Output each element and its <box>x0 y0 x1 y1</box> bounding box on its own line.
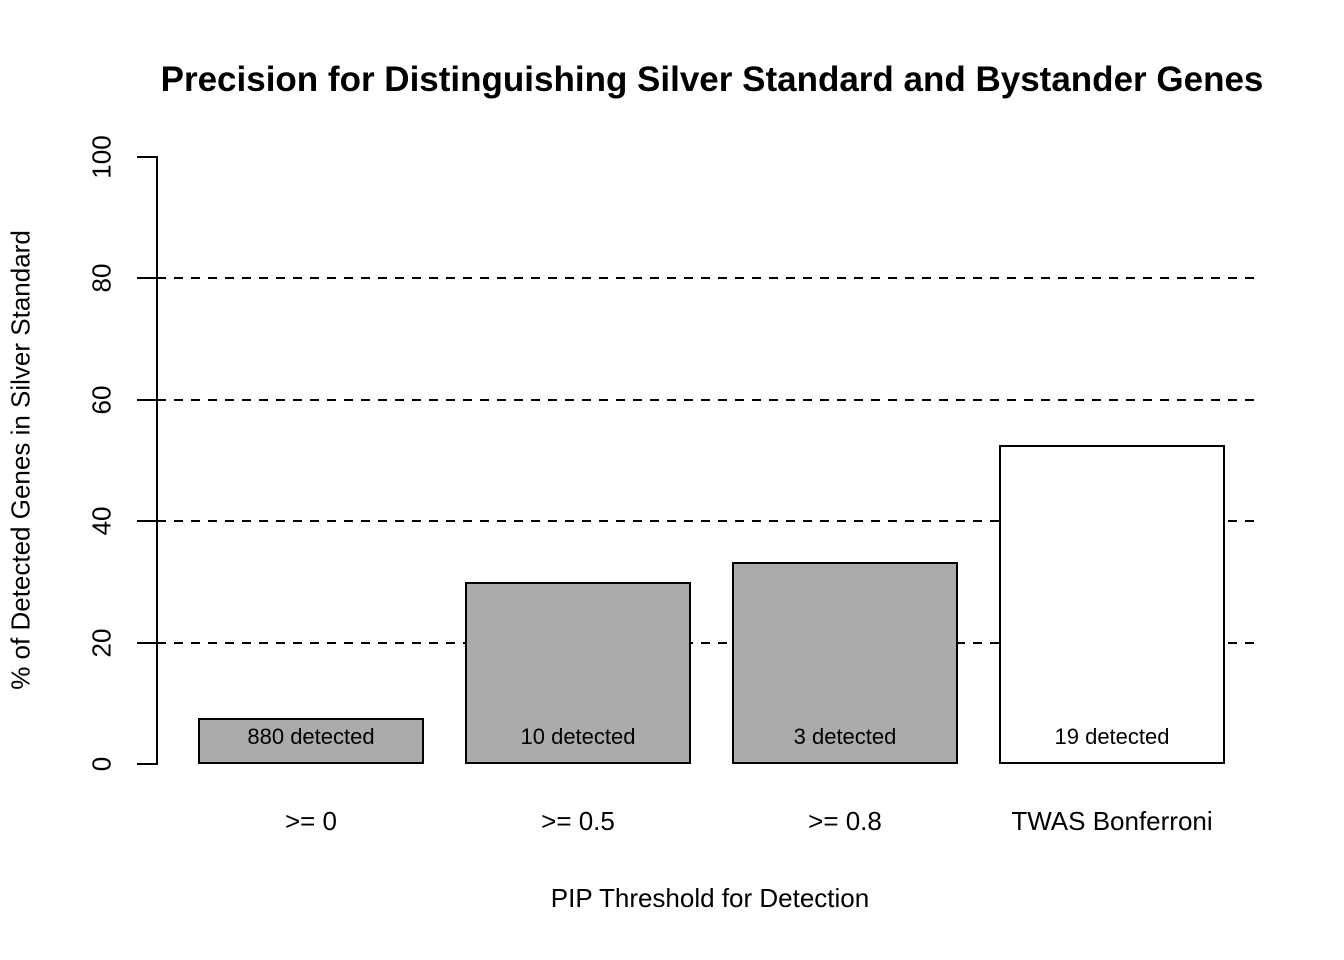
y-tick-label-0: 0 <box>86 756 117 772</box>
chart-title: Precision for Distinguishing Silver Stan… <box>160 60 1264 99</box>
y-axis-label: % of Detected Genes in Silver Standard <box>5 230 36 690</box>
y-tick-0 <box>137 763 157 765</box>
bar-count-label-1: 880 detected <box>247 724 375 749</box>
y-tick-label-80: 80 <box>86 263 117 293</box>
y-tick-40 <box>137 520 157 523</box>
bar-count-label-3: 3 detected <box>793 724 897 749</box>
bar-4 <box>999 444 1225 764</box>
bar-count-label-4: 19 detected <box>1054 724 1170 749</box>
gridline-20 <box>157 641 1262 644</box>
category-label-2: >= 0.5 <box>541 806 615 836</box>
gridline-60 <box>157 398 1262 401</box>
y-tick-label-40: 40 <box>86 506 117 536</box>
category-label-3: >= 0.8 <box>808 806 882 836</box>
y-tick-label-60: 60 <box>86 385 117 415</box>
y-tick-100 <box>137 156 157 158</box>
category-label-1: >= 0 <box>284 806 338 836</box>
y-axis-line <box>156 156 158 765</box>
y-tick-80 <box>137 277 157 280</box>
category-label-4: TWAS Bonferroni <box>1011 806 1213 836</box>
y-tick-label-100: 100 <box>86 135 117 179</box>
bar-count-label-2: 10 detected <box>520 724 636 749</box>
bar-3 <box>732 561 958 764</box>
x-axis-label: PIP Threshold for Detection <box>550 883 870 913</box>
gridline-40 <box>157 520 1262 523</box>
bar-1 <box>198 718 424 764</box>
y-tick-60 <box>137 398 157 401</box>
y-tick-label-20: 20 <box>86 628 117 658</box>
gridline-80 <box>157 277 1262 280</box>
bar-2 <box>465 581 691 764</box>
y-tick-20 <box>137 641 157 644</box>
